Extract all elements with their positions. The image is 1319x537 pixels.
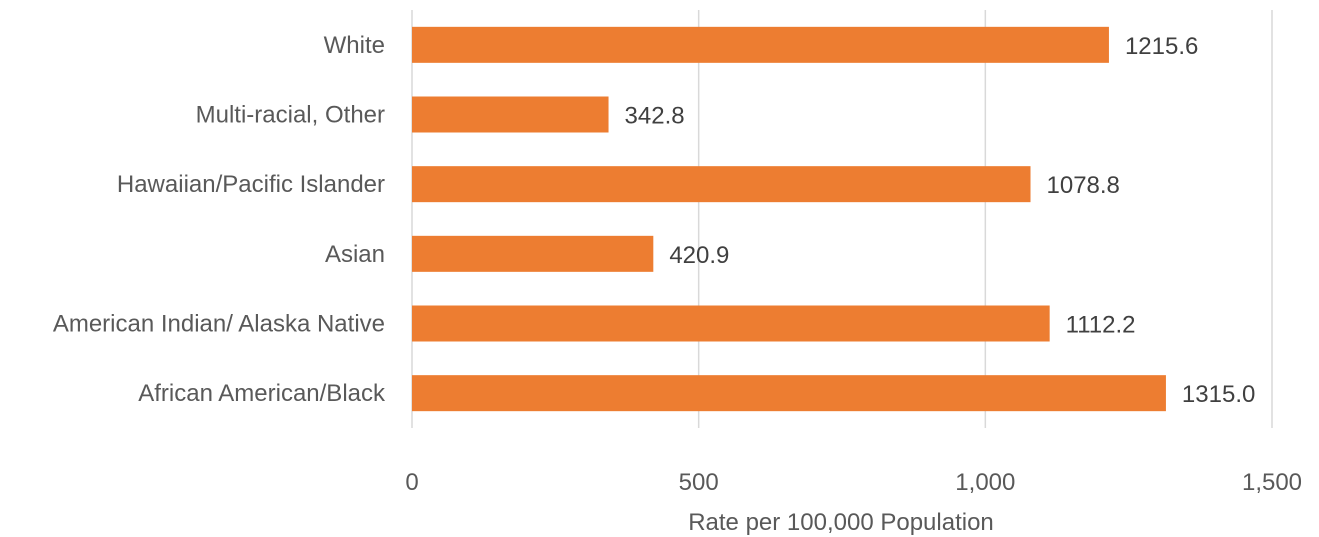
bar <box>412 166 1031 203</box>
bar <box>412 235 654 272</box>
x-tick-label: 0 <box>405 469 418 496</box>
data-label: 1315.0 <box>1182 381 1255 408</box>
x-tick-label: 500 <box>679 469 719 496</box>
x-tick-labels: 0 500 1,000 1,500 <box>405 469 1302 496</box>
data-label: 1078.8 <box>1047 172 1120 199</box>
category-label: African American/Black <box>138 380 386 407</box>
category-label: American Indian/ Alaska Native <box>53 311 385 338</box>
gridlines <box>411 10 1273 428</box>
category-labels: White Multi-racial, Other Hawaiian/Pacific… <box>53 32 386 407</box>
x-axis-title: Rate per 100,000 Population <box>688 509 994 536</box>
data-label: 1112.2 <box>1066 312 1136 339</box>
category-label: Asian <box>325 241 385 268</box>
bar <box>412 375 1166 412</box>
bar <box>412 305 1050 342</box>
x-tick-label: 1,500 <box>1242 469 1302 496</box>
category-label: White <box>324 32 385 59</box>
category-label: Multi-racial, Other <box>196 102 385 129</box>
bar <box>412 96 609 133</box>
x-tick-label: 1,000 <box>955 469 1015 496</box>
data-label: 420.9 <box>669 242 729 269</box>
bar <box>412 26 1109 63</box>
data-label: 342.8 <box>625 103 685 130</box>
data-label: 1215.6 <box>1125 33 1198 60</box>
data-labels: 1215.6 342.8 1078.8 420.9 1112.2 1315.0 <box>625 33 1256 408</box>
category-label: Hawaiian/Pacific Islander <box>117 171 385 198</box>
bars <box>412 26 1166 412</box>
